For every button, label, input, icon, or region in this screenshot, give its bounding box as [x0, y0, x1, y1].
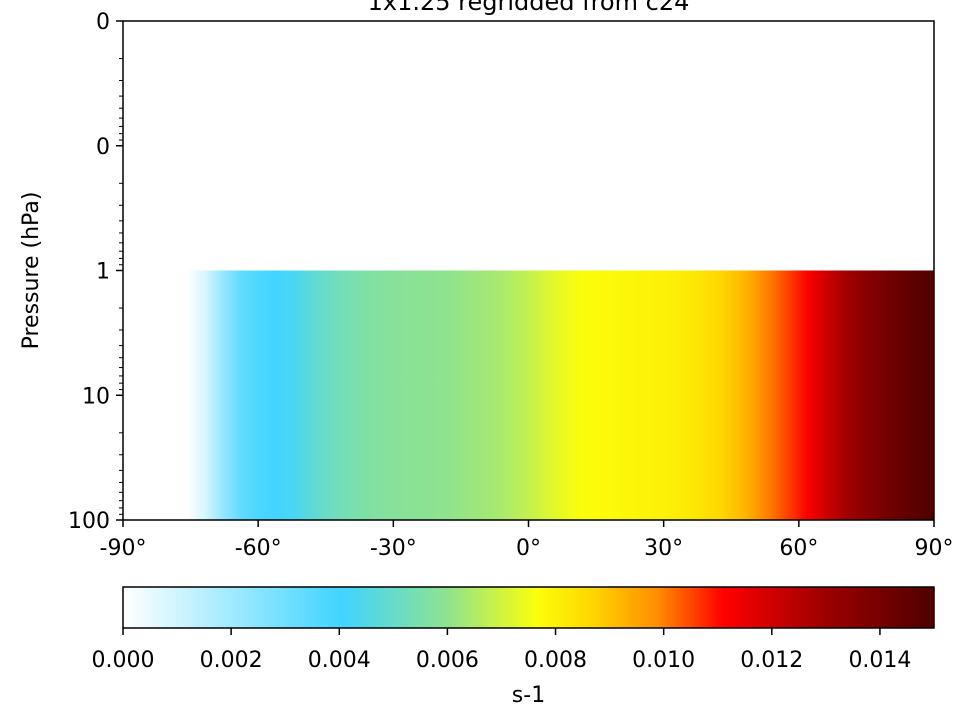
- x-tick-label: 90°: [915, 536, 954, 561]
- colorbar-tick-label: 0.012: [740, 648, 803, 673]
- heatmap-field: [186, 270, 935, 520]
- x-tick-label: 60°: [779, 536, 818, 561]
- x-axis: -90° -60° -30° 0° 30° 60° 90°: [100, 520, 954, 561]
- colorbar-tick-label: 0.010: [632, 648, 695, 673]
- colorbar-tick-label: 0.000: [92, 648, 155, 673]
- x-tick-label: 0°: [516, 536, 541, 561]
- colorbar: 0.000 0.002 0.004 0.006 0.008 0.010 0.012 0.014: [92, 586, 935, 673]
- heatmap-plot: [122, 20, 935, 521]
- colorbar-ramp: [122, 586, 935, 629]
- y-tick-label: 10: [82, 384, 110, 409]
- colorbar-tick-label: 0.002: [200, 648, 263, 673]
- colorbar-label: s-1: [512, 683, 545, 708]
- chart-title: 1x1.25 regridded from c24: [368, 0, 690, 16]
- colorbar-tick-label: 0.006: [416, 648, 479, 673]
- x-tick-label: -90°: [100, 536, 147, 561]
- colorbar-tick-label: 0.014: [848, 648, 911, 673]
- x-tick-label: -30°: [370, 536, 417, 561]
- y-tick-label: 0: [96, 10, 110, 35]
- x-tick-label: -60°: [235, 536, 282, 561]
- colorbar-tick-label: 0.004: [308, 648, 371, 673]
- y-tick-label: 0: [96, 135, 110, 160]
- x-tick-label: 30°: [644, 536, 683, 561]
- colorbar-tick-label: 0.008: [524, 648, 587, 673]
- y-axis-label: Pressure (hPa): [19, 192, 44, 350]
- y-tick-label: 100: [68, 509, 110, 534]
- y-tick-label: 1: [96, 260, 110, 285]
